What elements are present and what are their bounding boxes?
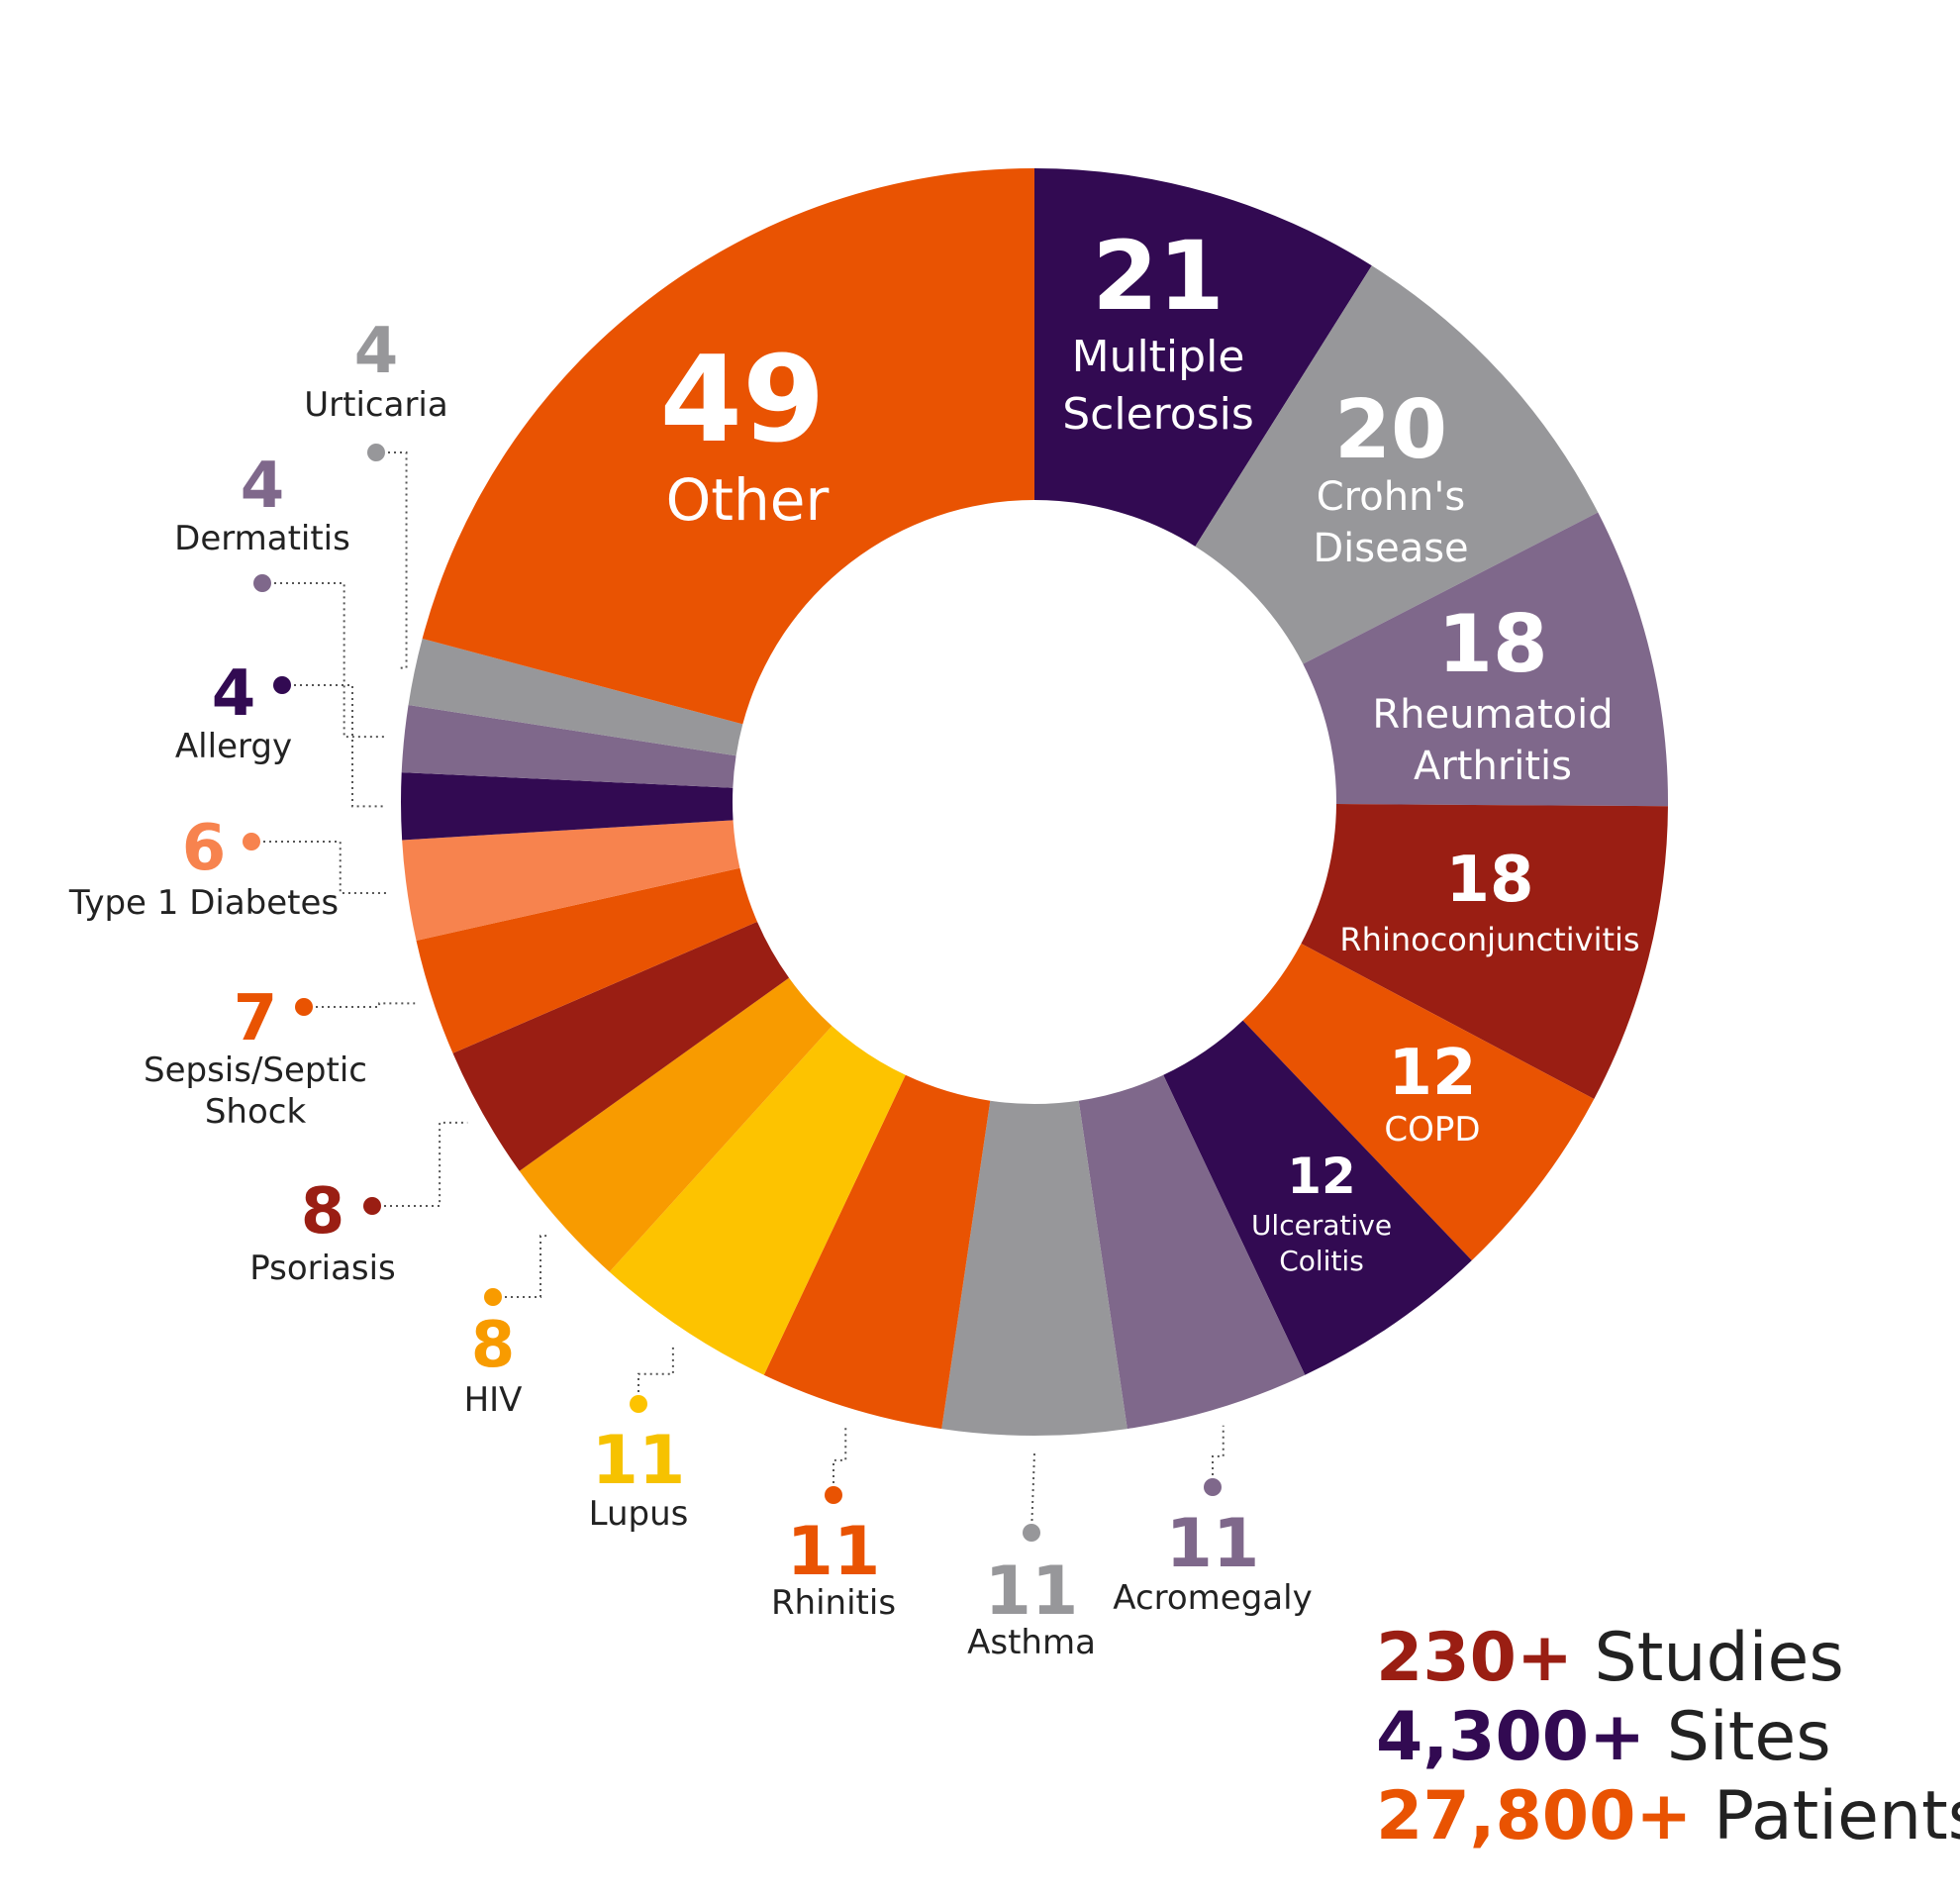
leader-dot-lupus <box>630 1395 647 1413</box>
summary-stats: 230+ Studies 4,300+ Sites 27,800+ Patien… <box>1376 1619 1960 1856</box>
slice-dermatitis <box>401 704 736 788</box>
slice-rhinoconjunctivitis <box>1301 804 1668 1100</box>
slice-sepsis-septic-shock <box>416 867 758 1053</box>
leader-dot-psoriasis <box>363 1197 381 1215</box>
stat-studies: 230+ Studies <box>1376 1619 1930 1698</box>
slice-copd <box>1242 943 1595 1261</box>
label-urticaria: Urticaria <box>304 385 447 425</box>
label-ulcerative-colitis-line2: Colitis <box>1279 1245 1364 1277</box>
value-sepsis-septic-shock: 7 <box>234 982 278 1055</box>
leader-line-hiv <box>493 1235 549 1298</box>
slice-other <box>422 168 1035 725</box>
label-lupus: Lupus <box>589 1494 689 1534</box>
slice-ulcerative-colitis <box>1163 1020 1472 1375</box>
label-psoriasis: Psoriasis <box>249 1249 396 1288</box>
label-asthma: Asthma <box>967 1623 1096 1662</box>
value-copd: 12 <box>1388 1037 1476 1110</box>
slice-type-1-diabetes <box>402 820 740 942</box>
label-rheumatoid-arthritis-line1: Rheumatoid <box>1372 692 1613 738</box>
label-copd: COPD <box>1384 1110 1480 1150</box>
stat-sites-text: Sites <box>1645 1698 1831 1776</box>
slice-rheumatoid-arthritis <box>1303 512 1668 807</box>
label-sepsis-septic-shock-line1: Sepsis/Septic <box>144 1051 367 1090</box>
value-acromegaly: 11 <box>1166 1505 1260 1583</box>
leader-dot-dermatitis <box>253 574 271 592</box>
label-dermatitis: Dermatitis <box>174 519 350 558</box>
value-crohn-s-disease: 20 <box>1334 383 1447 477</box>
leader-dot-rhinitis <box>825 1486 842 1504</box>
stat-studies-text: Studies <box>1572 1619 1844 1697</box>
slice-crohn-s-disease <box>1195 265 1599 664</box>
value-lupus: 11 <box>592 1422 686 1500</box>
value-hiv: 8 <box>471 1309 516 1382</box>
leader-line-asthma <box>1030 1452 1035 1534</box>
value-urticaria: 4 <box>354 315 399 388</box>
leader-dot-type-1-diabetes <box>243 833 260 850</box>
value-asthma: 11 <box>985 1552 1079 1631</box>
label-crohn-s-disease-line1: Crohn's <box>1317 474 1466 520</box>
stat-patients-text: Patients <box>1692 1777 1960 1855</box>
stat-patients-number: 27,800+ <box>1376 1777 1693 1855</box>
leader-line-acromegaly <box>1212 1425 1225 1487</box>
leader-dot-hiv <box>484 1288 502 1306</box>
slice-allergy <box>400 772 734 841</box>
value-other: 49 <box>660 332 826 469</box>
value-rheumatoid-arthritis: 18 <box>1437 598 1547 690</box>
value-ulcerative-colitis: 12 <box>1287 1148 1356 1205</box>
label-crohn-s-disease-line2: Disease <box>1313 526 1468 571</box>
label-sepsis-septic-shock-line2: Shock <box>205 1092 307 1132</box>
slice-rhinitis <box>763 1074 991 1430</box>
label-rheumatoid-arthritis-line2: Arthritis <box>1414 744 1572 789</box>
slice-psoriasis <box>452 921 790 1171</box>
slice-multiple-sclerosis <box>1034 168 1372 547</box>
leader-dot-sepsis-septic-shock <box>295 998 313 1016</box>
value-rhinoconjunctivitis: 18 <box>1445 844 1533 917</box>
label-hiv: HIV <box>464 1380 523 1420</box>
value-dermatitis: 4 <box>241 450 285 523</box>
label-type-1-diabetes: Type 1 Diabetes <box>68 883 339 923</box>
leader-dot-urticaria <box>367 444 385 461</box>
slice-hiv <box>519 977 833 1272</box>
value-type-1-diabetes: 6 <box>182 812 227 885</box>
leader-dot-asthma <box>1023 1524 1040 1542</box>
leader-line-lupus <box>637 1344 674 1404</box>
label-multiple-sclerosis-line1: Multiple <box>1072 332 1245 382</box>
leader-line-sepsis-septic-shock <box>304 1002 416 1008</box>
label-allergy: Allergy <box>175 727 292 766</box>
stat-sites-number: 4,300+ <box>1376 1698 1646 1776</box>
slice-lupus <box>609 1026 906 1375</box>
stat-patients: 27,800+ Patients <box>1376 1777 1960 1856</box>
value-multiple-sclerosis: 21 <box>1092 221 1225 332</box>
leader-line-dermatitis <box>262 582 387 739</box>
leader-line-rhinitis <box>833 1425 847 1495</box>
value-allergy: 4 <box>212 657 256 731</box>
slice-urticaria <box>408 639 743 756</box>
label-rhinoconjunctivitis: Rhinoconjunctivitis <box>1339 921 1639 958</box>
value-rhinitis: 11 <box>787 1513 881 1591</box>
leader-line-psoriasis <box>372 1121 468 1207</box>
slice-asthma <box>941 1100 1127 1436</box>
stat-sites: 4,300+ Sites <box>1376 1698 1930 1777</box>
leader-line-urticaria <box>376 451 408 669</box>
leader-line-type-1-diabetes <box>251 841 390 895</box>
label-other: Other <box>666 466 830 534</box>
leader-dot-acromegaly <box>1204 1478 1222 1496</box>
slice-acromegaly <box>1078 1074 1306 1430</box>
label-acromegaly: Acromegaly <box>1113 1578 1312 1618</box>
stat-studies-number: 230+ <box>1376 1619 1573 1697</box>
label-multiple-sclerosis-line2: Sclerosis <box>1062 389 1254 440</box>
value-psoriasis: 8 <box>301 1175 345 1249</box>
label-ulcerative-colitis-line1: Ulcerative <box>1251 1209 1392 1242</box>
leader-dot-allergy <box>273 676 291 694</box>
label-rhinitis: Rhinitis <box>771 1583 896 1623</box>
leader-line-allergy <box>282 684 384 808</box>
